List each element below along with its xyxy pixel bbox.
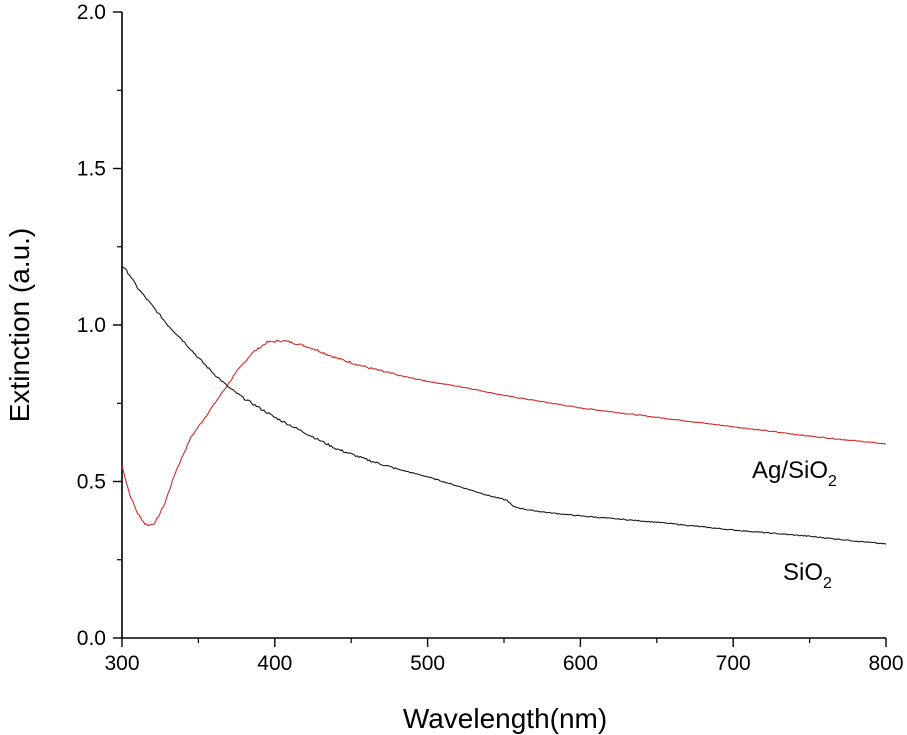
y-tick-label: 0.5 bbox=[77, 471, 106, 494]
y-tick-label: 1.0 bbox=[77, 314, 106, 337]
x-tick-label: 800 bbox=[868, 652, 903, 675]
series-label-sio2: SiO2 bbox=[783, 559, 832, 592]
series-lines bbox=[121, 265, 887, 545]
y-axis-ticks: 0.0 0.5 1.0 1.5 2.0 bbox=[77, 1, 122, 650]
x-tick-label: 500 bbox=[410, 652, 445, 675]
y-tick-label: 0.0 bbox=[77, 627, 106, 650]
x-axis-label: Wavelength(nm) bbox=[403, 703, 607, 734]
series-label-sio2-main: SiO bbox=[783, 559, 823, 586]
series-label-ag-sio2-sub: 2 bbox=[828, 473, 837, 490]
y-tick-label: 1.5 bbox=[77, 158, 106, 181]
x-axis-ticks: 300 400 500 600 700 800 bbox=[104, 638, 904, 675]
x-tick-label: 300 bbox=[104, 652, 139, 675]
series-line-sio2 bbox=[121, 265, 887, 545]
x-tick-label: 400 bbox=[257, 652, 292, 675]
series-label-ag-sio2-main: Ag/SiO bbox=[752, 457, 828, 484]
x-tick-label: 600 bbox=[563, 652, 598, 675]
series-line-ag-sio2 bbox=[121, 339, 887, 527]
y-tick-label: 2.0 bbox=[77, 1, 106, 24]
y-axis-label: Extinction (a.u.) bbox=[4, 228, 35, 423]
series-label-sio2-sub: 2 bbox=[823, 575, 832, 592]
series-label-ag-sio2: Ag/SiO2 bbox=[752, 457, 837, 490]
plot-frame bbox=[121, 12, 886, 639]
x-tick-label: 700 bbox=[716, 652, 751, 675]
